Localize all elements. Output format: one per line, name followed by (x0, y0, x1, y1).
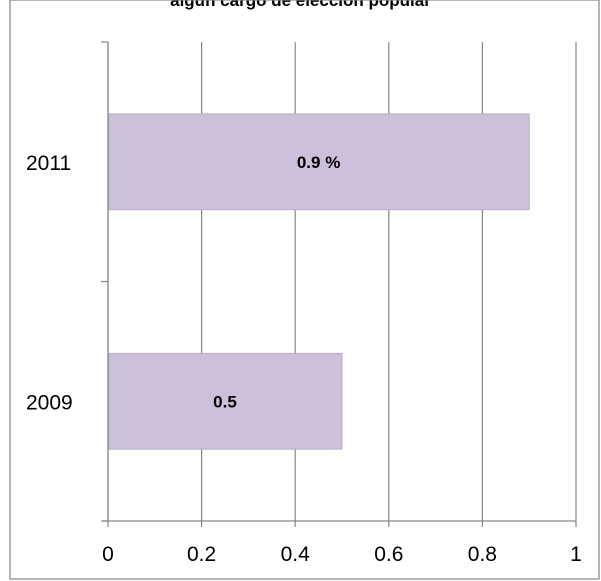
category-label: 2009 (26, 391, 73, 414)
chart-title: algún cargo de elección popular (170, 0, 431, 10)
x-tick-label: 0.2 (187, 543, 216, 566)
data-label: 0.9 % (297, 153, 340, 172)
bar-2009 (108, 352, 343, 450)
x-tick-label: 1 (570, 543, 582, 566)
data-label: 0.5 (213, 392, 237, 411)
axes (101, 41, 576, 522)
x-tick-label: 0.4 (281, 543, 311, 566)
bar-2011 (108, 113, 530, 211)
x-tick-label: 0.8 (468, 543, 497, 566)
labels: 0 0.2 0.4 0.6 0.8 1 2011 0.9 % 2009 0.5 (26, 152, 582, 566)
category-label: 2011 (26, 152, 71, 175)
x-tick-label: 0 (102, 543, 114, 566)
chart-frame (9, 0, 600, 580)
x-tick-label: 0.6 (374, 543, 403, 566)
bars (108, 113, 530, 450)
